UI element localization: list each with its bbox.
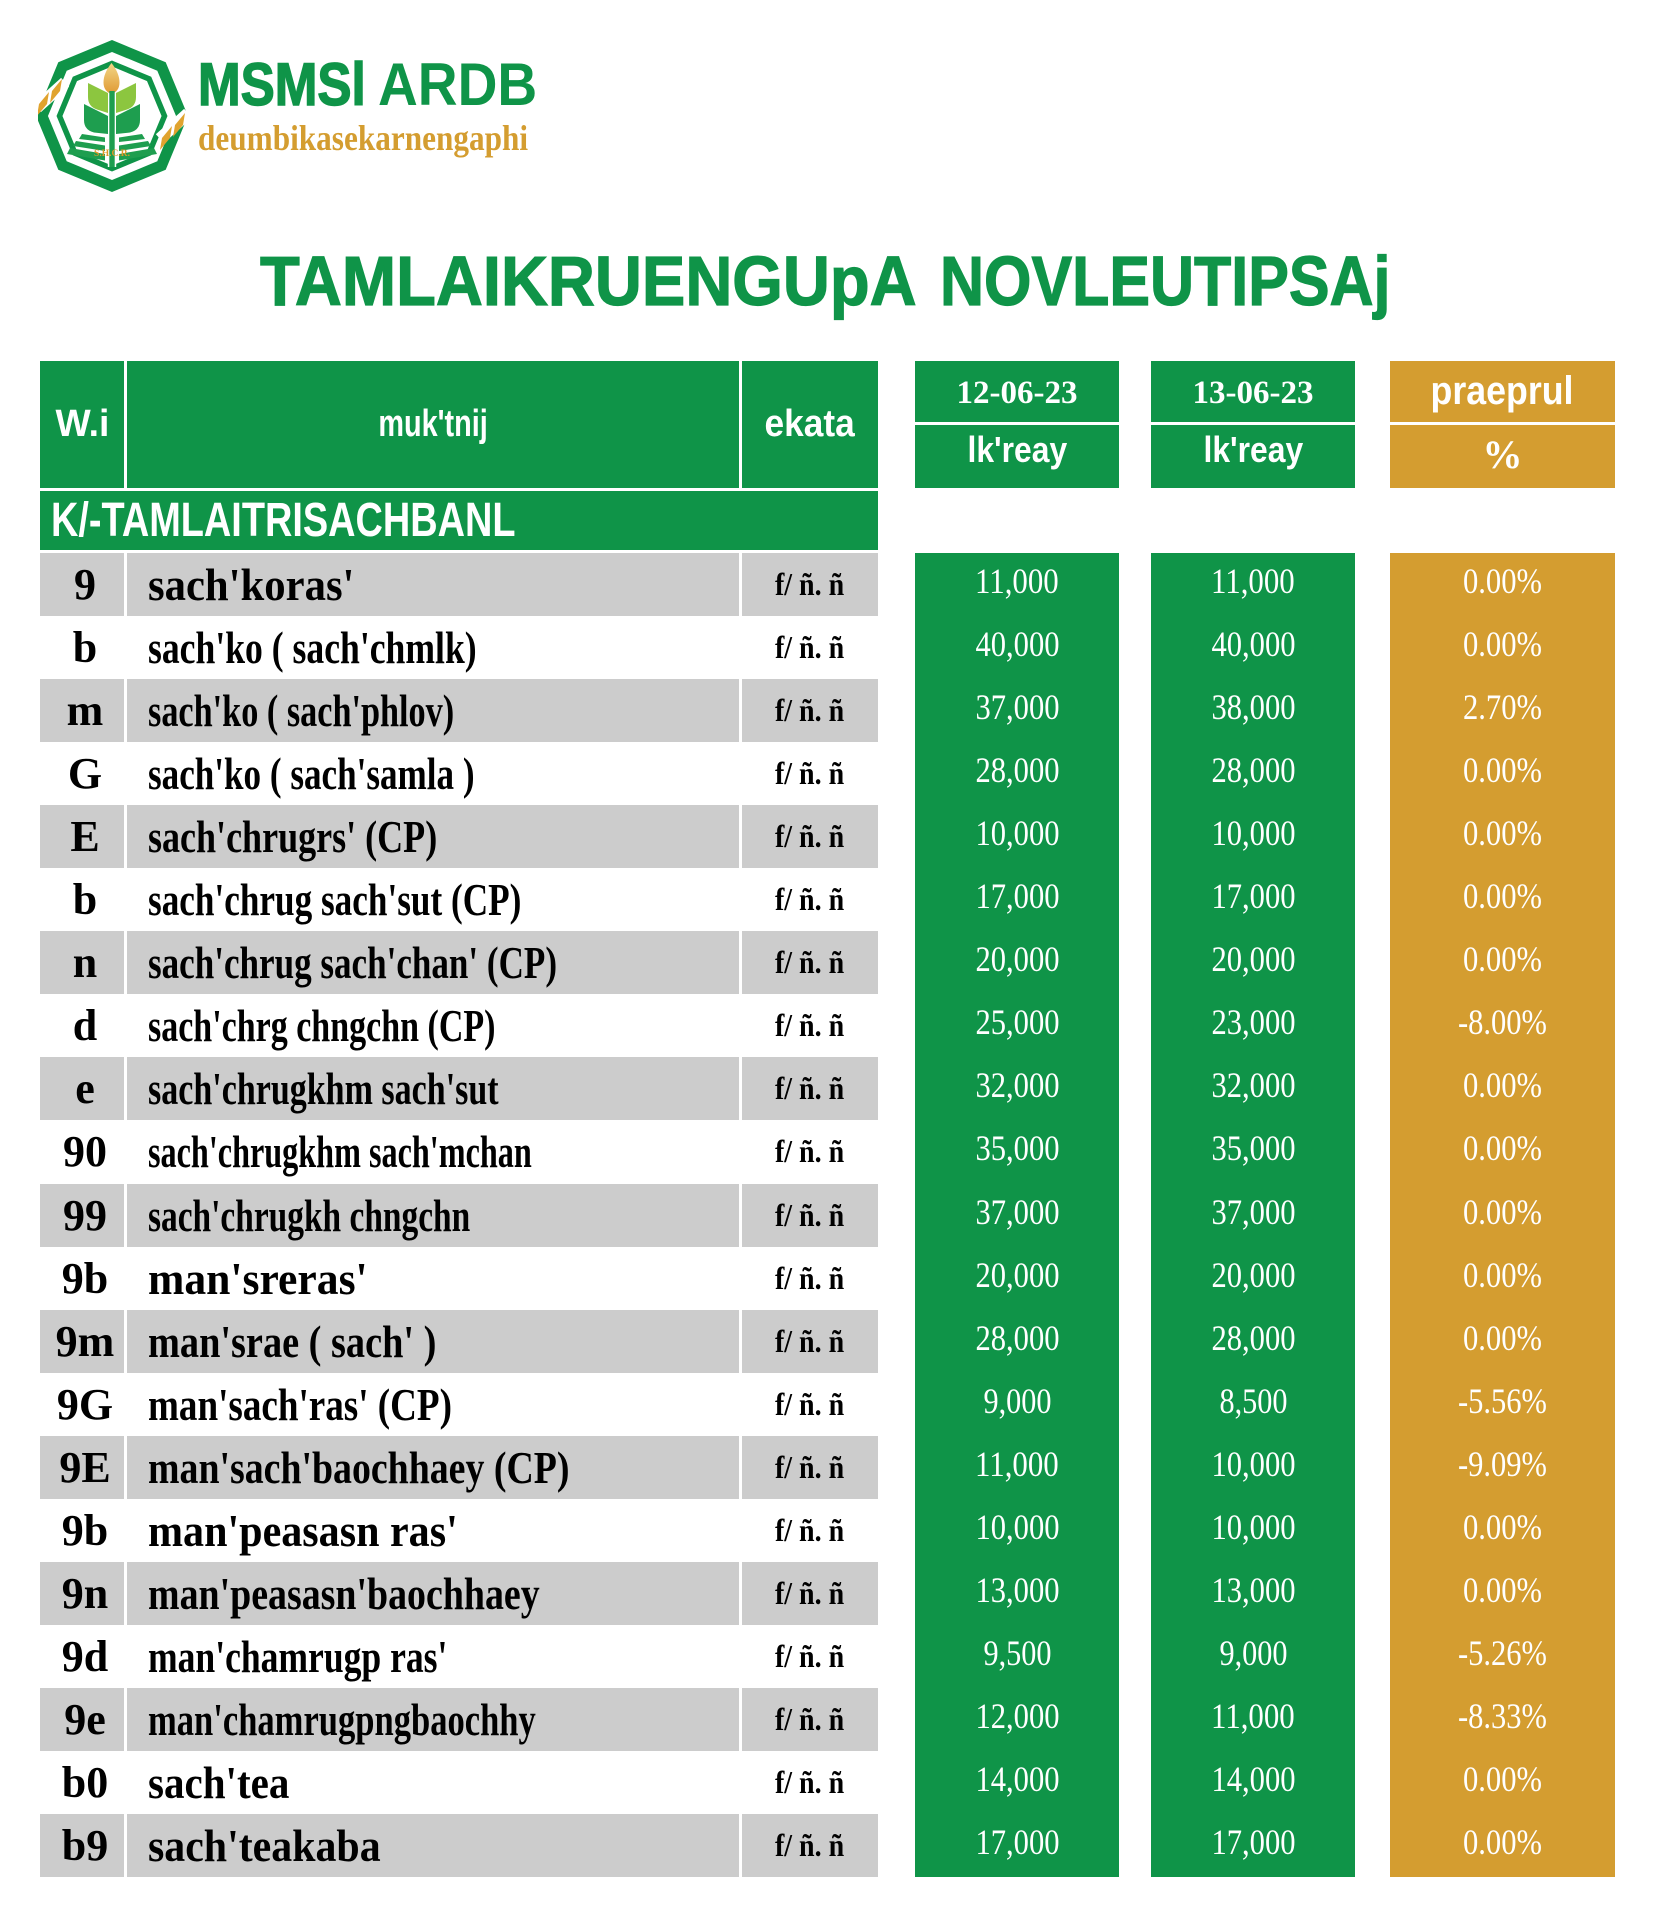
- svg-text:S.H.C.R.: S.H.C.R.: [94, 149, 130, 159]
